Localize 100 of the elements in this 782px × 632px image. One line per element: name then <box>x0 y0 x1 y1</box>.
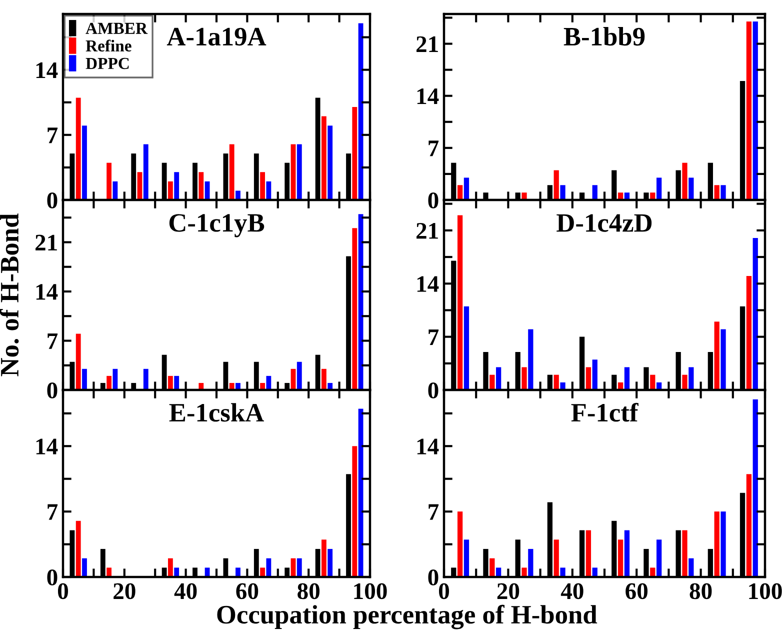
bar <box>554 374 559 390</box>
y-tick-label: 14 <box>417 88 439 104</box>
bar <box>112 181 118 200</box>
bar <box>290 144 296 200</box>
x-tick-label: 100 <box>354 583 387 600</box>
x-tick-label: 80 <box>690 583 712 600</box>
x-tick-label: 0 <box>438 583 450 600</box>
bar <box>656 178 662 200</box>
bar <box>624 367 630 390</box>
x-tick-label: 60 <box>236 583 258 600</box>
bar <box>174 568 180 577</box>
y-tick-label: 14 <box>417 276 439 292</box>
bar <box>528 548 534 577</box>
chart-title: B-1bb9 <box>564 27 645 46</box>
bar <box>714 322 720 390</box>
bar <box>82 368 87 390</box>
bar <box>352 107 358 200</box>
bar <box>746 474 752 577</box>
bar <box>168 181 173 200</box>
bar <box>752 399 758 577</box>
bar <box>464 178 470 200</box>
bar <box>266 376 272 390</box>
bar <box>321 116 326 200</box>
bar <box>720 329 726 390</box>
y-tick-label: 14 <box>417 438 439 454</box>
y-tick-label: 14 <box>36 62 58 78</box>
bar <box>352 228 358 390</box>
bar <box>496 367 502 390</box>
bar <box>746 21 752 200</box>
bar <box>143 368 148 390</box>
y-tick-label: 14 <box>36 438 58 454</box>
bar <box>624 530 630 577</box>
y-axis-title: No. of H-Bond <box>0 214 19 376</box>
y-tick-label: 0 <box>428 569 438 586</box>
y-tick-label: 7 <box>48 504 58 520</box>
bar <box>522 192 527 200</box>
bar <box>328 548 333 577</box>
bar <box>106 162 112 200</box>
bar <box>586 530 592 577</box>
bar <box>266 181 272 200</box>
bar <box>682 162 688 200</box>
bar <box>618 540 624 577</box>
bar <box>560 568 566 577</box>
y-tick-label: 0 <box>47 192 58 208</box>
bar <box>586 367 592 390</box>
bar <box>714 512 720 577</box>
bar <box>106 568 112 577</box>
bar <box>112 368 118 390</box>
bar <box>296 144 302 200</box>
legend-label: AMBER <box>86 22 148 34</box>
bar <box>106 376 112 390</box>
y-tick-label: 7 <box>428 330 439 345</box>
x-tick-label: 80 <box>298 583 320 600</box>
x-tick-label: 20 <box>497 583 520 600</box>
bar <box>682 530 688 577</box>
bar <box>522 367 527 390</box>
x-tick-label: 100 <box>749 583 782 600</box>
bar <box>229 144 234 200</box>
bar <box>554 540 559 577</box>
y-tick-label: 0 <box>428 382 438 398</box>
y-tick-label: 7 <box>48 128 58 144</box>
bar <box>296 362 302 390</box>
bar <box>236 568 240 577</box>
bar <box>260 172 266 200</box>
y-tick-label: 7 <box>428 140 439 156</box>
bar <box>328 126 333 200</box>
x-tick-label: 40 <box>174 583 197 600</box>
bar <box>266 558 272 577</box>
chart-title: E-1cskA <box>169 403 264 422</box>
y-tick-label: 0 <box>47 569 58 586</box>
bar <box>76 98 81 200</box>
x-axis-title: Occupation percentage of H-bond <box>217 604 598 630</box>
legend-label: Refine <box>86 40 132 52</box>
bar <box>650 374 656 390</box>
y-tick-label: 14 <box>36 284 58 300</box>
bar <box>490 558 495 577</box>
x-tick-label: 20 <box>114 583 136 600</box>
bar <box>82 558 87 577</box>
bar <box>554 170 559 200</box>
bar <box>457 512 463 577</box>
bar <box>168 376 173 390</box>
y-tick-label: 21 <box>416 36 438 52</box>
bar <box>720 512 726 577</box>
bar <box>714 185 720 200</box>
x-tick-label: 40 <box>560 583 584 600</box>
y-tick-label: 0 <box>47 382 58 398</box>
bar <box>682 374 688 390</box>
y-tick-label: 21 <box>416 222 438 239</box>
bar <box>464 540 470 577</box>
y-tick-label: 7 <box>48 333 58 349</box>
bar <box>352 446 358 577</box>
y-tick-label: 7 <box>428 504 439 520</box>
bar <box>457 215 463 390</box>
bar <box>592 360 598 390</box>
bar <box>746 276 752 390</box>
y-tick-label: 21 <box>36 234 57 250</box>
bar <box>198 172 204 200</box>
bar <box>560 185 566 200</box>
bar <box>592 185 598 200</box>
bar <box>76 334 81 390</box>
